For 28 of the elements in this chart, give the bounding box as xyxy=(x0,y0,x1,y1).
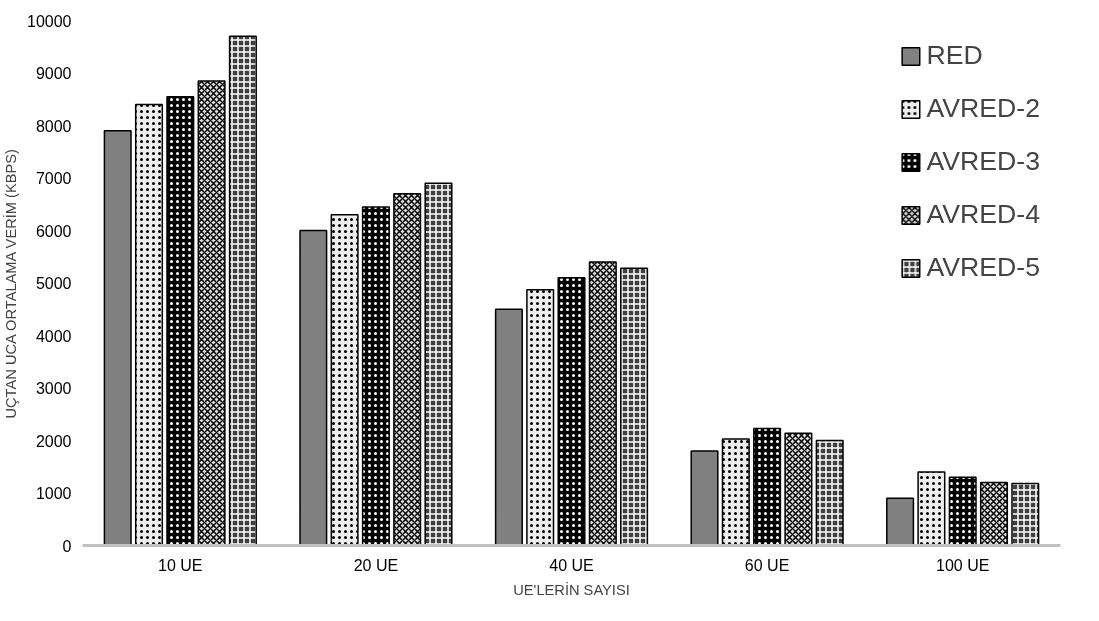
y-tick-label: 8000 xyxy=(35,117,72,135)
y-tick-label: 2000 xyxy=(35,432,72,450)
y-tick-label: 0 xyxy=(62,537,72,555)
y-tick-label: 10000 xyxy=(27,12,72,30)
y-tick-label: 6000 xyxy=(35,222,72,240)
y-tick-label: 7000 xyxy=(35,170,72,187)
x-axis-title: UE'LERİN SAYISI xyxy=(513,580,630,598)
bar xyxy=(886,497,915,546)
x-tick-label: 100 UE xyxy=(936,556,990,574)
x-tick-label: 20 UE xyxy=(353,556,399,574)
y-tick-label: 4000 xyxy=(35,327,72,345)
legend-label: AVRED-5 xyxy=(926,252,1040,283)
legend-label: AVRED-4 xyxy=(926,199,1040,230)
x-tick-label: 40 UE xyxy=(549,556,594,574)
bar xyxy=(299,229,328,546)
legend-label: RED xyxy=(926,40,983,71)
bar xyxy=(103,130,132,546)
legend-label: AVRED-2 xyxy=(926,93,1040,124)
legend-label: AVRED-3 xyxy=(926,146,1040,177)
bar xyxy=(494,308,523,546)
y-tick-label: 1000 xyxy=(35,485,72,502)
y-axis-title: UÇTAN UCA ORTALAMA VERİM (KBPS) xyxy=(2,149,20,419)
x-tick-label: 10 UE xyxy=(158,556,203,574)
y-tick-label: 3000 xyxy=(35,380,72,397)
y-tick-label: 5000 xyxy=(35,275,72,292)
x-tick-label: 60 UE xyxy=(744,556,790,574)
bar xyxy=(690,450,719,546)
y-tick-label: 9000 xyxy=(35,65,72,82)
